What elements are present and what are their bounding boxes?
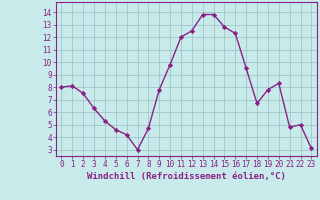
X-axis label: Windchill (Refroidissement éolien,°C): Windchill (Refroidissement éolien,°C) bbox=[87, 172, 286, 181]
